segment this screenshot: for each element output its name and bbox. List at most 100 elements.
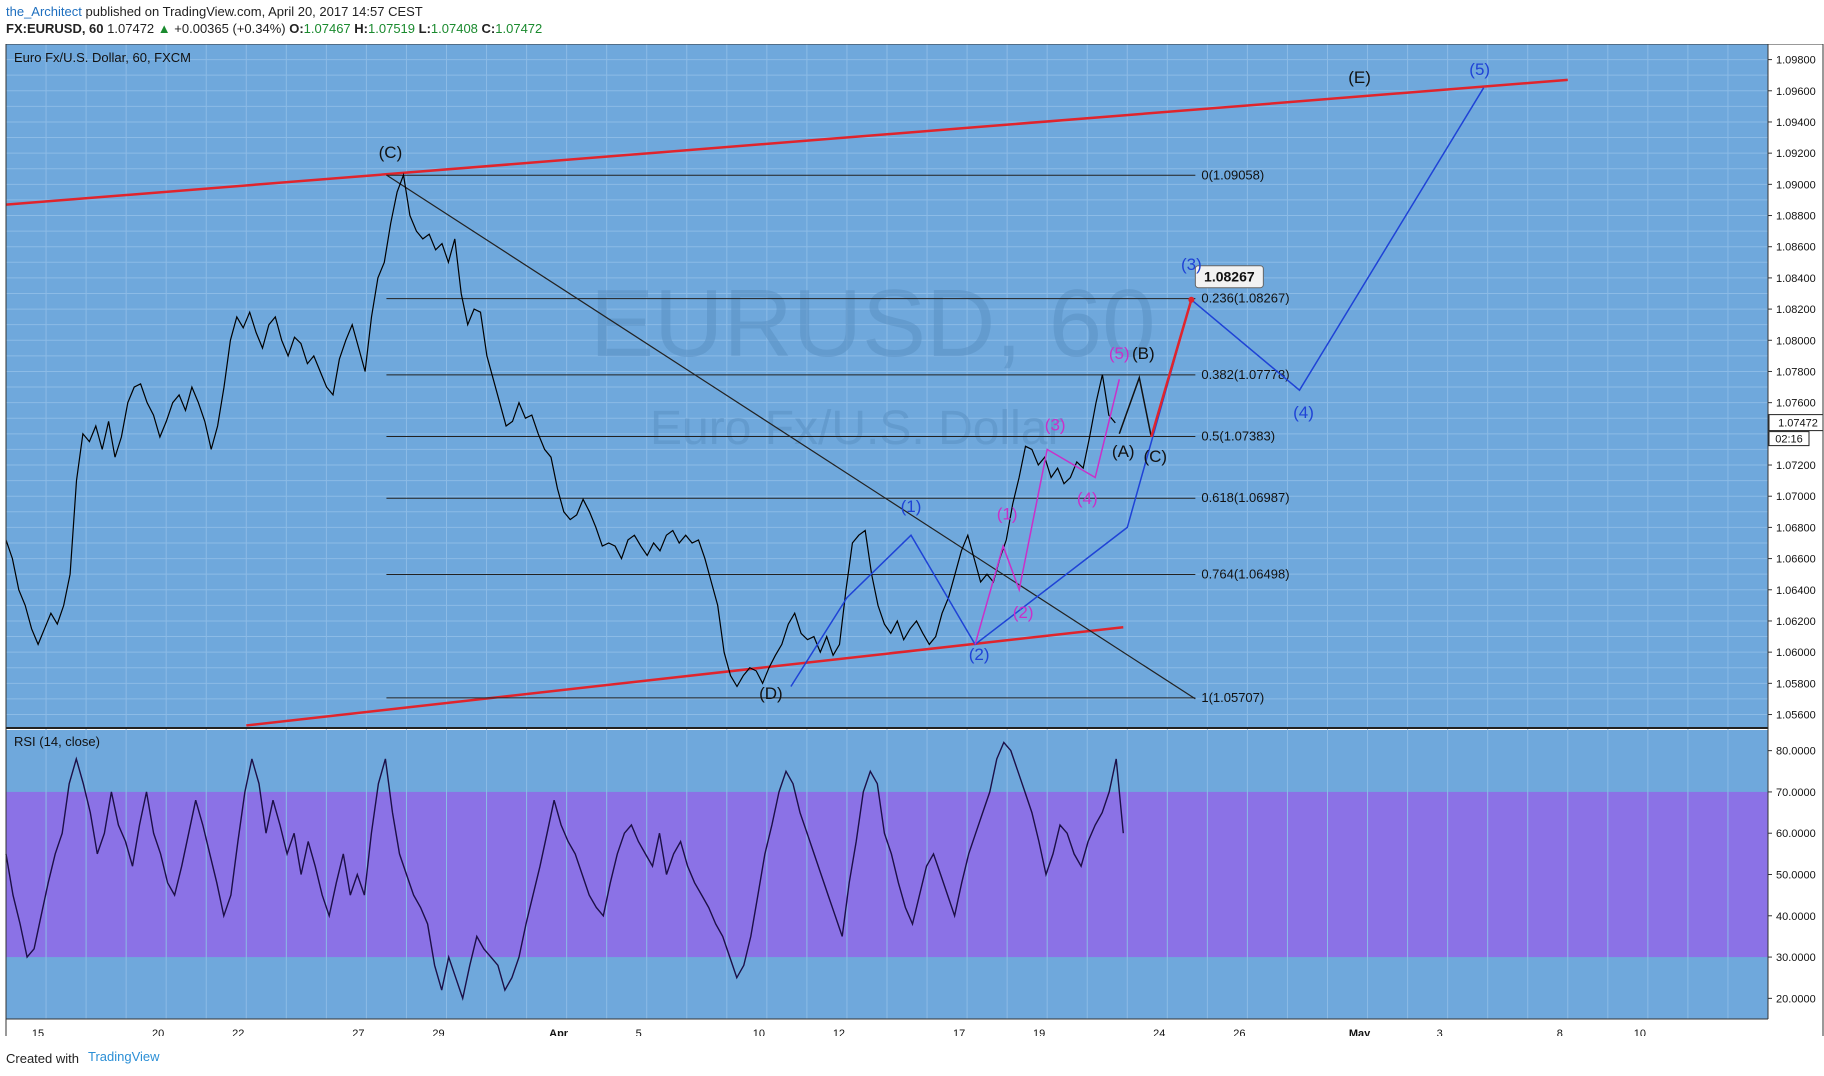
rsi-tick-1: 70.0000 (1776, 787, 1816, 799)
x-tick-0: 15 (32, 1028, 44, 1036)
x-tick-2: 22 (232, 1028, 244, 1036)
open-value: 1.07467 (303, 21, 351, 36)
abc-path (1118, 374, 1153, 438)
wave-label-4: (2) (969, 645, 990, 664)
x-tick-12: 26 (1233, 1028, 1245, 1036)
upper-trendline (5, 78, 1568, 206)
high-label: H: (354, 21, 369, 36)
y-tick-4: 1.09000 (1776, 179, 1816, 191)
fib-label-1: 0.236(1.08267) (1201, 291, 1289, 306)
rsi-tick-6: 20.0000 (1776, 993, 1816, 1005)
wave-label-0: (C) (379, 143, 403, 162)
rsi-line (5, 741, 1124, 1002)
countdown-box (1768, 431, 1810, 447)
wave-label-2: (E) (1348, 68, 1371, 87)
countdown-label: 02:16 (1775, 434, 1803, 446)
author-link[interactable]: the_Architect (6, 4, 82, 19)
fib-label-0: 0(1.09058) (1201, 167, 1264, 182)
fib-label-6: 1(1.05707) (1201, 690, 1264, 705)
publish-line: the_Architect published on TradingView.c… (6, 4, 423, 19)
low-label: L: (418, 21, 431, 36)
y-tick-6: 1.08600 (1776, 242, 1816, 254)
chart-border (5, 44, 1824, 1036)
footer: Created with TradingView (0, 1036, 1824, 1076)
x-tick-10: 19 (1033, 1028, 1045, 1036)
tradingview-logo[interactable]: TradingView (88, 1049, 160, 1064)
price-change: +0.00365 (+0.34%) (174, 21, 286, 36)
x-tick-3: 27 (352, 1028, 364, 1036)
wave-label-7: (5) (1469, 60, 1490, 79)
fib-label-5: 0.764(1.06498) (1201, 566, 1289, 581)
ohlc-line: FX:EURUSD, 60 1.07472 ▲ +0.00365 (+0.34%… (6, 21, 542, 36)
red-projection (1150, 299, 1193, 438)
up-arrow-icon: ▲ (157, 21, 171, 36)
x-tick-4: 29 (432, 1028, 444, 1036)
created-with-label: Created with (6, 1051, 79, 1066)
grid (5, 44, 1769, 1019)
wave-label-1: (D) (759, 684, 783, 703)
wave-label-8: (1) (997, 505, 1018, 524)
wave-label-15: (C) (1143, 447, 1167, 466)
y-tick-3: 1.09200 (1776, 148, 1816, 160)
high-value: 1.07519 (368, 21, 416, 36)
close-value: 1.07472 (495, 21, 543, 36)
low-value: 1.07408 (430, 21, 478, 36)
x-tick-11: 24 (1153, 1028, 1165, 1036)
x-tick-6: 5 (636, 1028, 642, 1036)
y-tick-15: 1.06800 (1776, 522, 1816, 534)
y-tick-10: 1.07800 (1776, 366, 1816, 378)
wave-label-9: (2) (1013, 603, 1034, 622)
y-tick-5: 1.08800 (1776, 211, 1816, 223)
y-tick-12: 1.07472 (1778, 418, 1818, 430)
y-tick-1: 1.09600 (1776, 86, 1816, 98)
wave-label-13: (B) (1132, 344, 1155, 363)
y-tick-20: 1.05800 (1776, 678, 1816, 690)
publish-info: published on TradingView.com, April 20, … (85, 4, 423, 19)
wave-label-14: (A) (1112, 442, 1135, 461)
time-axis (6, 1019, 1768, 1036)
wave-label-12: (5) (1109, 344, 1130, 363)
x-tick-8: 12 (833, 1028, 845, 1036)
fib-label-3: 0.5(1.07383) (1201, 428, 1275, 443)
open-label: O: (289, 21, 304, 36)
rsi-tick-4: 40.0000 (1776, 911, 1816, 923)
wave-label-10: (3) (1045, 416, 1066, 435)
wave-label-6: (4) (1293, 403, 1314, 422)
x-tick-14: 3 (1437, 1028, 1443, 1036)
x-tick-16: 10 (1634, 1028, 1646, 1036)
x-tick-1: 20 (152, 1028, 164, 1036)
y-tick-16: 1.06600 (1776, 554, 1816, 566)
y-tick-18: 1.06200 (1776, 616, 1816, 628)
price-chart[interactable]: EURUSD, 60 Euro Fx/U.S. Dollar Euro Fx/U.S… (0, 44, 1824, 1036)
wave-label-3: (1) (901, 497, 922, 516)
price-line (5, 172, 1116, 688)
y-tick-19: 1.06000 (1776, 647, 1816, 659)
watermark-symbol: EURUSD, 60 (590, 270, 1156, 377)
wave-label-11: (4) (1077, 489, 1098, 508)
y-tick-8: 1.08200 (1776, 304, 1816, 316)
x-tick-13: May (1349, 1028, 1371, 1036)
y-tick-14: 1.07000 (1776, 491, 1816, 503)
x-tick-7: 10 (753, 1028, 765, 1036)
rsi-tick-2: 60.0000 (1776, 828, 1816, 840)
close-label: C: (481, 21, 496, 36)
watermark-name: Euro Fx/U.S. Dollar (650, 402, 1063, 455)
rsi-title: RSI (14, close) (14, 734, 100, 749)
blue-wave-path (790, 87, 1485, 687)
magenta-wave-path (974, 379, 1121, 645)
y-tick-13: 1.07200 (1776, 460, 1816, 472)
fib-label-4: 0.618(1.06987) (1201, 490, 1289, 505)
y-tick-9: 1.08000 (1776, 335, 1816, 347)
x-tick-9: 17 (953, 1028, 965, 1036)
price-axis (1768, 44, 1824, 1019)
last-price: 1.07472 (107, 21, 155, 36)
fib-label-2: 0.382(1.07778) (1201, 367, 1289, 382)
x-tick-15: 8 (1557, 1028, 1563, 1036)
target-box (1194, 265, 1264, 289)
y-tick-7: 1.08400 (1776, 273, 1816, 285)
y-tick-21: 1.05600 (1776, 710, 1816, 722)
rsi-tick-5: 30.0000 (1776, 952, 1816, 964)
wave-label-5: (3) (1181, 255, 1202, 274)
target-label: 1.08267 (1204, 269, 1255, 285)
chart-header: the_Architect published on TradingView.c… (0, 0, 1824, 44)
